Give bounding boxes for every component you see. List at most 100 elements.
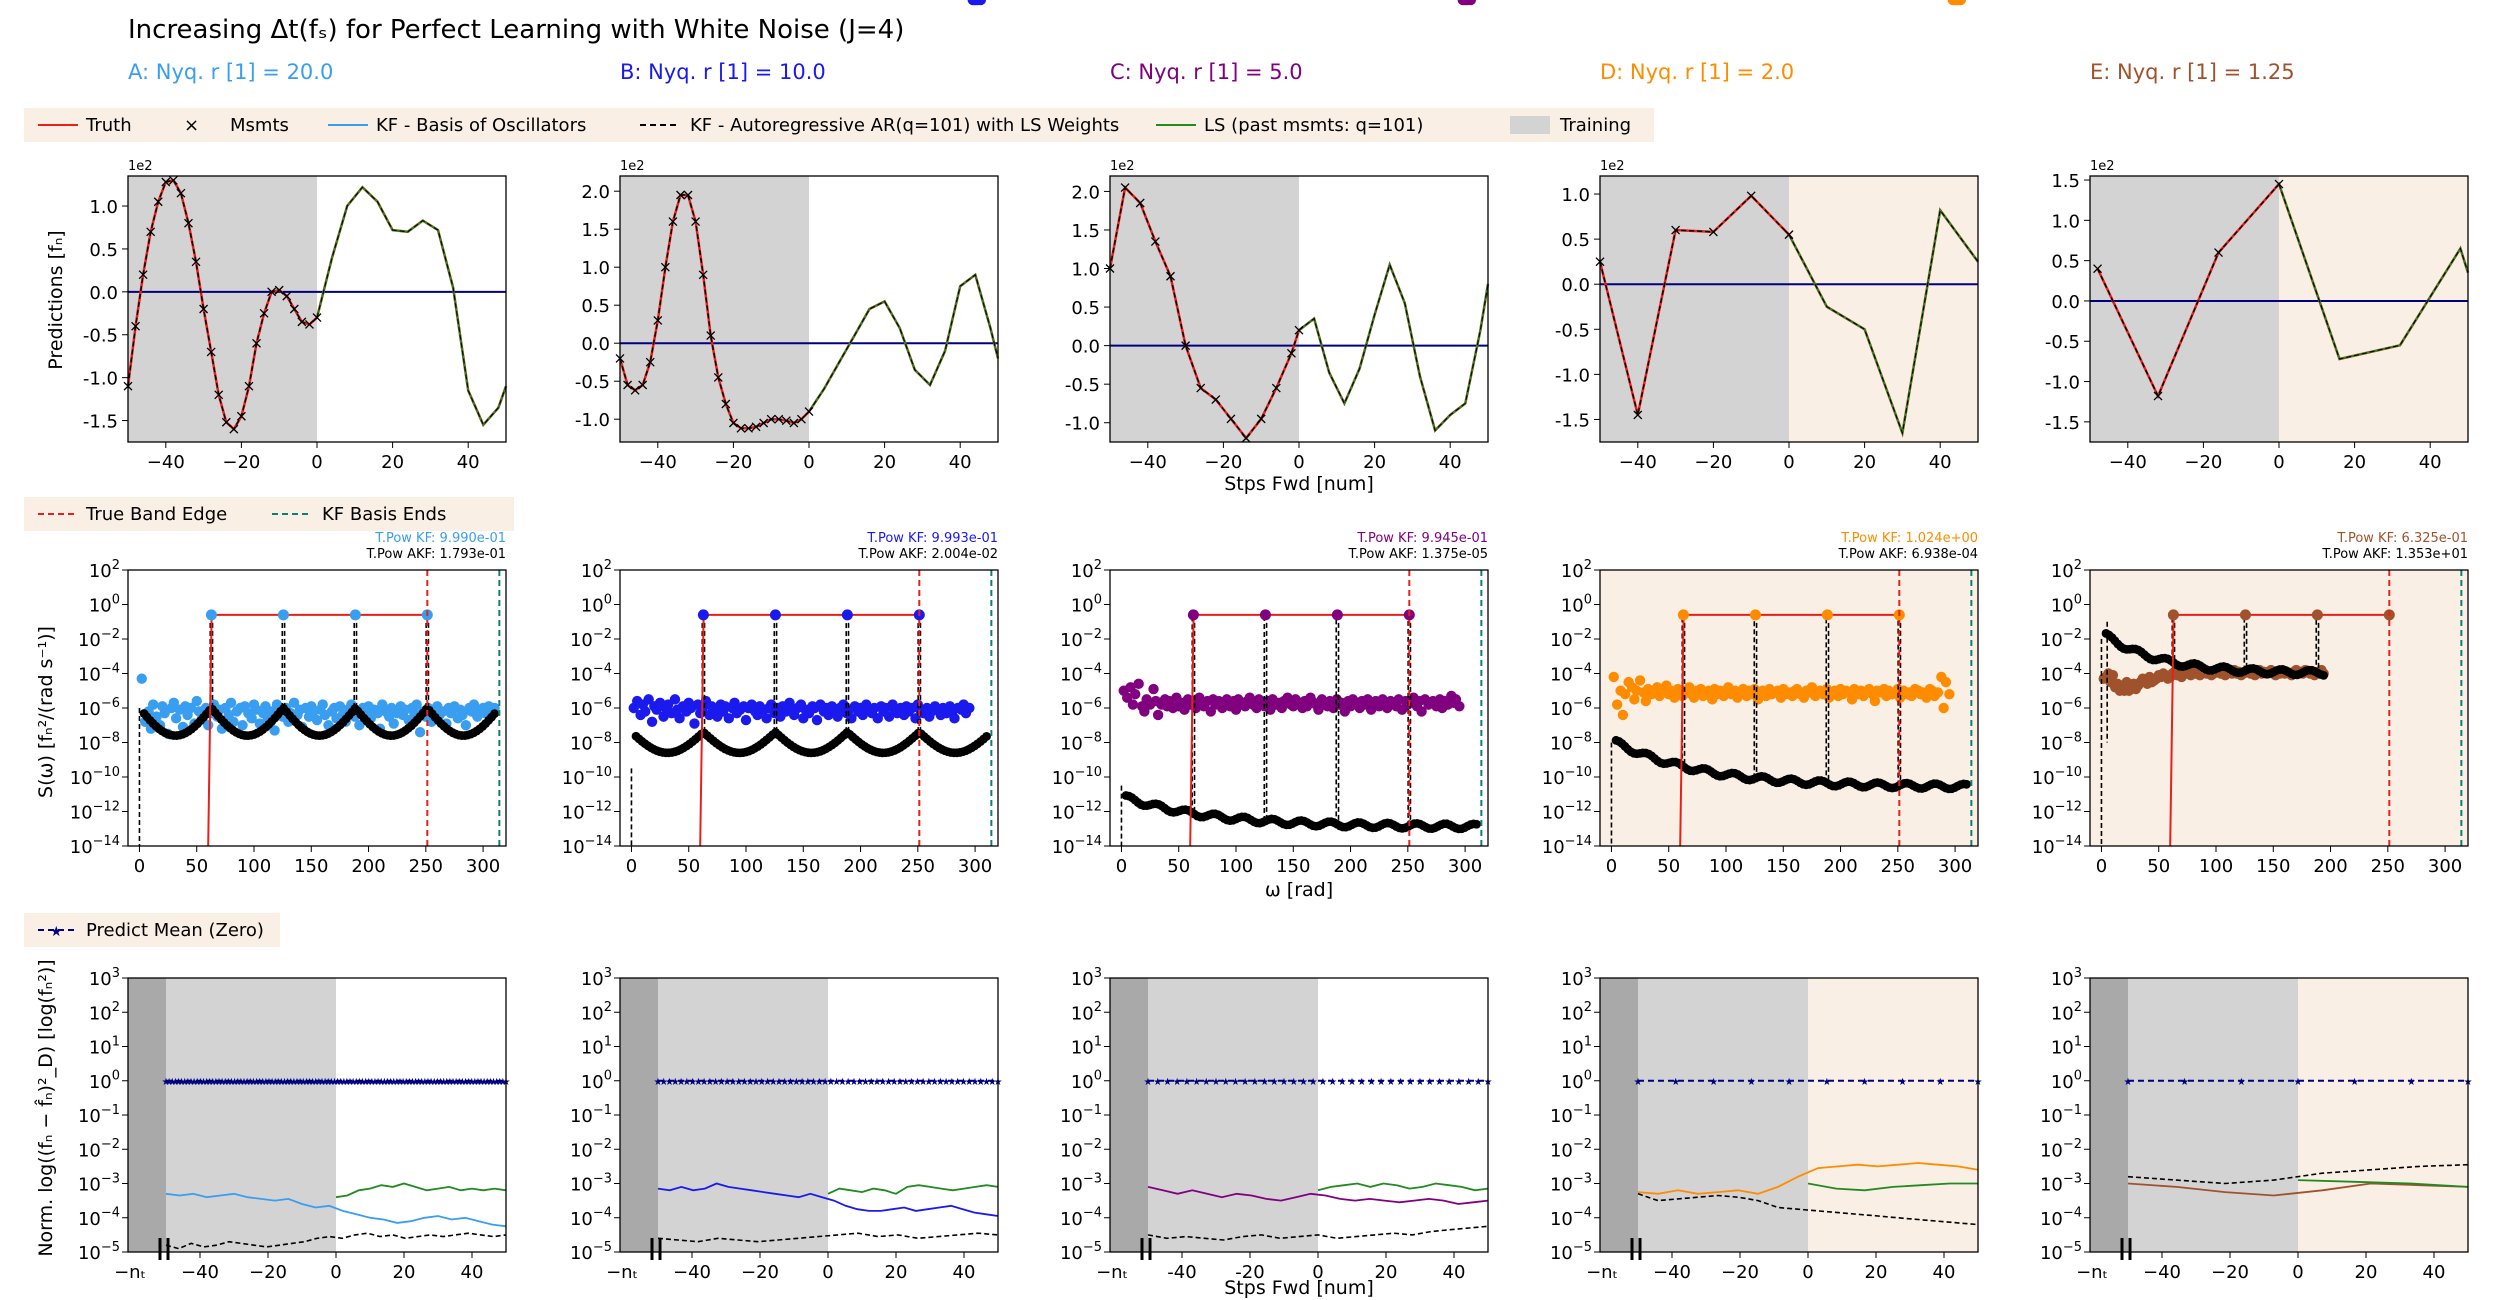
legend-band-label: True Band Edge	[85, 504, 227, 525]
measurement-marker	[645, 357, 655, 367]
kf-spectrum-point	[1955, 0, 1967, 6]
kf-error-line	[657, 1182, 999, 1217]
measurement-marker	[706, 331, 716, 341]
mean-marker: ★	[314, 1077, 323, 1088]
measurement-marker	[630, 385, 640, 395]
kf-peak-point	[1821, 609, 1833, 621]
mean-marker: ★	[1280, 1077, 1289, 1088]
kf-peak-point	[1331, 609, 1343, 621]
akf-fit-line	[619, 194, 810, 429]
y-tick-label: 10−3	[1550, 1171, 1592, 1195]
mean-marker: ★	[878, 1077, 887, 1088]
mean-marker: ★	[1357, 1077, 1366, 1088]
x-tick-label-nT: −nₜ	[1586, 1262, 1618, 1283]
mean-marker: ★	[252, 1077, 261, 1088]
measurement-marker	[759, 418, 769, 428]
mean-marker: ★	[1182, 1077, 1191, 1088]
x-tick-label: 200	[843, 856, 877, 877]
mean-marker: ★	[271, 1077, 280, 1088]
measurement-marker	[2093, 264, 2103, 274]
mean-marker: ★	[700, 1077, 709, 1088]
x-tick-label: 40	[2423, 1262, 2446, 1283]
y-tick-label: 10−4	[78, 1206, 120, 1230]
kf-spectrum-point	[1932, 687, 1944, 698]
mean-marker: ★	[464, 1077, 473, 1088]
mean-marker: ★	[289, 1077, 298, 1088]
y-tick-label: 10−12	[1052, 799, 1102, 823]
mean-marker: ★	[355, 1077, 364, 1088]
measurement-marker	[274, 285, 284, 295]
mean-marker: ★	[826, 1077, 835, 1088]
mean-marker: ★	[1425, 1077, 1434, 1088]
kf-spectrum-point	[1938, 702, 1949, 714]
mean-marker: ★	[477, 1077, 486, 1088]
kf-spectrum-point	[740, 714, 752, 726]
mean-marker: ★	[896, 1077, 905, 1088]
kf-error-line	[1147, 1186, 1489, 1205]
extrapolation-region	[2279, 176, 2468, 442]
y-tick-label: 1.0	[581, 258, 610, 279]
mean-marker: ★	[411, 1077, 420, 1088]
kf-peak-point	[277, 609, 289, 621]
kf-spectrum-point	[640, 706, 651, 717]
mean-marker: ★	[907, 1077, 916, 1088]
y-tick-label: 1.0	[2051, 211, 2080, 232]
measurement-marker	[653, 315, 663, 325]
mean-marker: ★	[243, 1077, 252, 1088]
kf-spectrum-point	[1634, 675, 1646, 686]
x-tick-label: 0	[311, 452, 322, 473]
x-tick-label: 200	[1823, 856, 1857, 877]
measurement-marker	[267, 287, 277, 297]
y-tick-label: 10−10	[70, 765, 120, 789]
mean-marker: ★	[249, 1077, 258, 1088]
mean-marker: ★	[1435, 1077, 1444, 1088]
pred-panel: 1e2 -1.5 -1.0 -0.5 0.0 0.5 1.0 −40 −20 0 20 40	[1555, 159, 1980, 473]
akf-prediction-line	[316, 186, 507, 426]
x-tick-label: −40	[181, 1262, 219, 1283]
mean-marker: ★	[208, 1077, 217, 1088]
y-tick-label: 10−6	[1550, 696, 1592, 720]
y-tick-label: 10−2	[2040, 1137, 2082, 1161]
y-tick-label: 103	[1071, 966, 1102, 990]
mean-marker: ★	[780, 1077, 789, 1088]
training-region	[1638, 978, 1808, 1252]
mean-marker: ★	[1241, 1077, 1250, 1088]
measurement-marker	[176, 188, 186, 198]
y-tick-label: 10−12	[1542, 799, 1592, 823]
y-tick-label: 10−2	[1550, 627, 1592, 651]
mean-marker: ★	[2294, 1077, 2303, 1088]
y-tick-label: 102	[89, 1000, 120, 1024]
x-tick-label: 40	[461, 1262, 484, 1283]
mean-marker: ★	[180, 1077, 189, 1088]
mean-marker: ★	[1822, 1077, 1831, 1088]
spec-panel: T.Pow KF: 1.024e+00T.Pow AKF: 6.938e-04 1…	[1542, 0, 1979, 877]
kf-spectrum-point	[246, 713, 257, 724]
mean-marker: ★	[414, 1077, 423, 1088]
mean-marker: ★	[751, 1077, 760, 1088]
y-tick-label: -0.5	[1555, 320, 1590, 341]
mean-marker: ★	[1338, 1077, 1347, 1088]
pred-panel: 1e2 -1.0 -0.5 0.0 0.5 1.0 1.5 2.0 −40 −20 0 20 40	[575, 159, 1000, 473]
y-tick-label: 10−2	[78, 627, 120, 651]
mean-marker: ★	[183, 1077, 192, 1088]
x-tick-label: 0	[2096, 856, 2107, 877]
mean-marker: ★	[308, 1077, 317, 1088]
measurement-marker	[199, 304, 209, 314]
y-tick-label: 10−5	[1060, 1240, 1102, 1264]
measurement-marker	[153, 197, 163, 207]
kf-spectrum-point	[883, 711, 895, 722]
y-tick-label: -1.0	[1555, 365, 1590, 386]
y-tick-label: 10−10	[562, 765, 612, 789]
y-tick-label: 1.0	[1071, 260, 1100, 281]
legend-msmts-marker: ×	[184, 115, 199, 136]
y-tick-label: 10−10	[1052, 765, 1102, 789]
mean-marker: ★	[386, 1077, 395, 1088]
y-tick-label: 101	[1071, 1034, 1102, 1058]
x-tick-label: 20	[2343, 452, 2366, 473]
legend-kf-label: KF - Basis of Oscillators	[376, 115, 586, 136]
mean-marker: ★	[1860, 1077, 1869, 1088]
mean-marker: ★	[264, 1077, 273, 1088]
mean-marker: ★	[1192, 1077, 1201, 1088]
mean-marker: ★	[202, 1077, 211, 1088]
tpow-kf-label: T.Pow KF: 9.945e-01	[1356, 531, 1488, 546]
